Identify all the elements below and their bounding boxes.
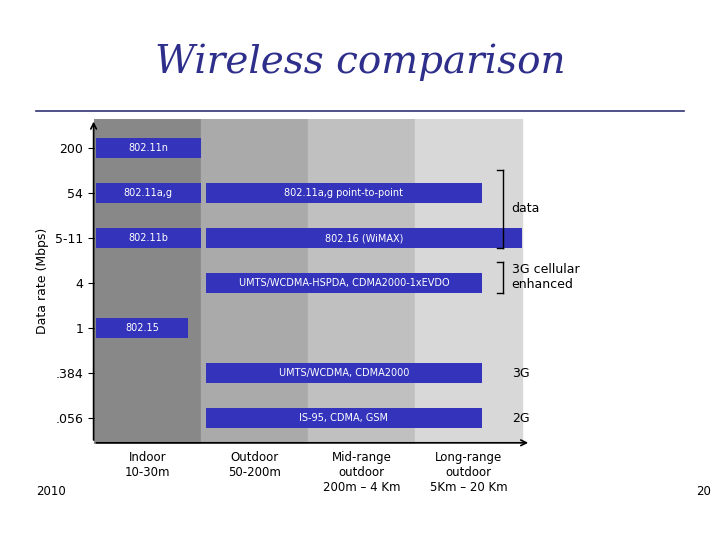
Bar bbox=[206, 408, 482, 428]
Text: UMTS/WCDMA-HSPDA, CDMA2000-1xEVDO: UMTS/WCDMA-HSPDA, CDMA2000-1xEVDO bbox=[238, 278, 449, 288]
Y-axis label: Data rate (Mbps): Data rate (Mbps) bbox=[37, 228, 50, 334]
Text: 802.15: 802.15 bbox=[125, 323, 159, 333]
Text: 3G: 3G bbox=[512, 367, 529, 380]
Text: 2010: 2010 bbox=[36, 485, 66, 498]
Bar bbox=[206, 228, 523, 248]
Text: 802.11a,g: 802.11a,g bbox=[124, 188, 173, 198]
Bar bbox=[206, 363, 482, 383]
Bar bbox=[96, 318, 188, 338]
Text: 802.11n: 802.11n bbox=[128, 143, 168, 153]
Bar bbox=[96, 183, 201, 203]
Text: 2G: 2G bbox=[512, 411, 529, 424]
Text: IS-95, CDMA, GSM: IS-95, CDMA, GSM bbox=[300, 413, 388, 423]
Text: Wireless comparison: Wireless comparison bbox=[155, 43, 565, 80]
Bar bbox=[96, 138, 201, 158]
Text: 20: 20 bbox=[696, 485, 711, 498]
Text: 3G cellular
enhanced: 3G cellular enhanced bbox=[512, 264, 580, 292]
Bar bbox=[206, 183, 482, 203]
Text: 802.11a,g point-to-point: 802.11a,g point-to-point bbox=[284, 188, 403, 198]
Text: data: data bbox=[512, 202, 540, 215]
Text: 802.11b: 802.11b bbox=[128, 233, 168, 243]
Bar bbox=[206, 273, 482, 293]
Text: UMTS/WCDMA, CDMA2000: UMTS/WCDMA, CDMA2000 bbox=[279, 368, 409, 378]
Text: 802.16 (WiMAX): 802.16 (WiMAX) bbox=[325, 233, 403, 243]
Bar bbox=[96, 228, 201, 248]
